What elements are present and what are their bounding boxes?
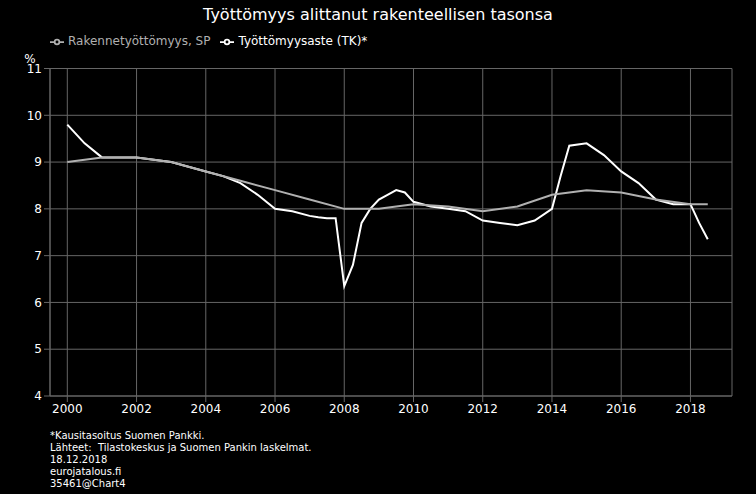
svg-text:5: 5 (34, 342, 42, 356)
svg-text:8: 8 (34, 202, 42, 216)
html-text:35461@Chart4: 35461@Chart4 (50, 478, 126, 489)
html-text:Työttömyysaste (TK)*: Työttömyysaste (TK)* (238, 34, 368, 48)
svg-text:2006: 2006 (260, 402, 291, 416)
svg-text:9: 9 (34, 155, 42, 169)
svg-text:2004: 2004 (191, 402, 222, 416)
html-text:eurojatalous.fi: eurojatalous.fi (50, 466, 122, 477)
svg-text:10: 10 (27, 109, 42, 123)
svg-text:2014: 2014 (537, 402, 568, 416)
html-text:Rakennetyöttömyys, SP: Rakennetyöttömyys, SP (68, 34, 211, 48)
svg-text:11: 11 (26, 61, 42, 76)
html-text:Lähteet: Tilastokeskus ja Suom: Lähteet: Tilastokeskus ja Suomen Pankin … (50, 442, 312, 453)
svg-text:2016: 2016 (606, 402, 637, 416)
svg-text:2000: 2000 (52, 402, 83, 416)
svg-text:2010: 2010 (398, 402, 429, 416)
svg-text:2008: 2008 (329, 402, 360, 416)
svg-text:2018: 2018 (675, 402, 706, 416)
svg-text:2002: 2002 (121, 402, 152, 416)
html-text:Työttömyys alittanut rakenteel: Työttömyys alittanut rakenteellisen taso… (203, 5, 553, 24)
svg-text:6: 6 (34, 296, 42, 310)
html-text:18.12.2018: 18.12.2018 (50, 454, 108, 465)
svg-text:%: % (24, 52, 35, 66)
svg-text:7: 7 (34, 249, 42, 263)
svg-text:2012: 2012 (467, 402, 498, 416)
html-text:*Kausitasoitus Suomen Pankki.: *Kausitasoitus Suomen Pankki. (50, 430, 205, 441)
svg-text:4: 4 (34, 389, 42, 403)
